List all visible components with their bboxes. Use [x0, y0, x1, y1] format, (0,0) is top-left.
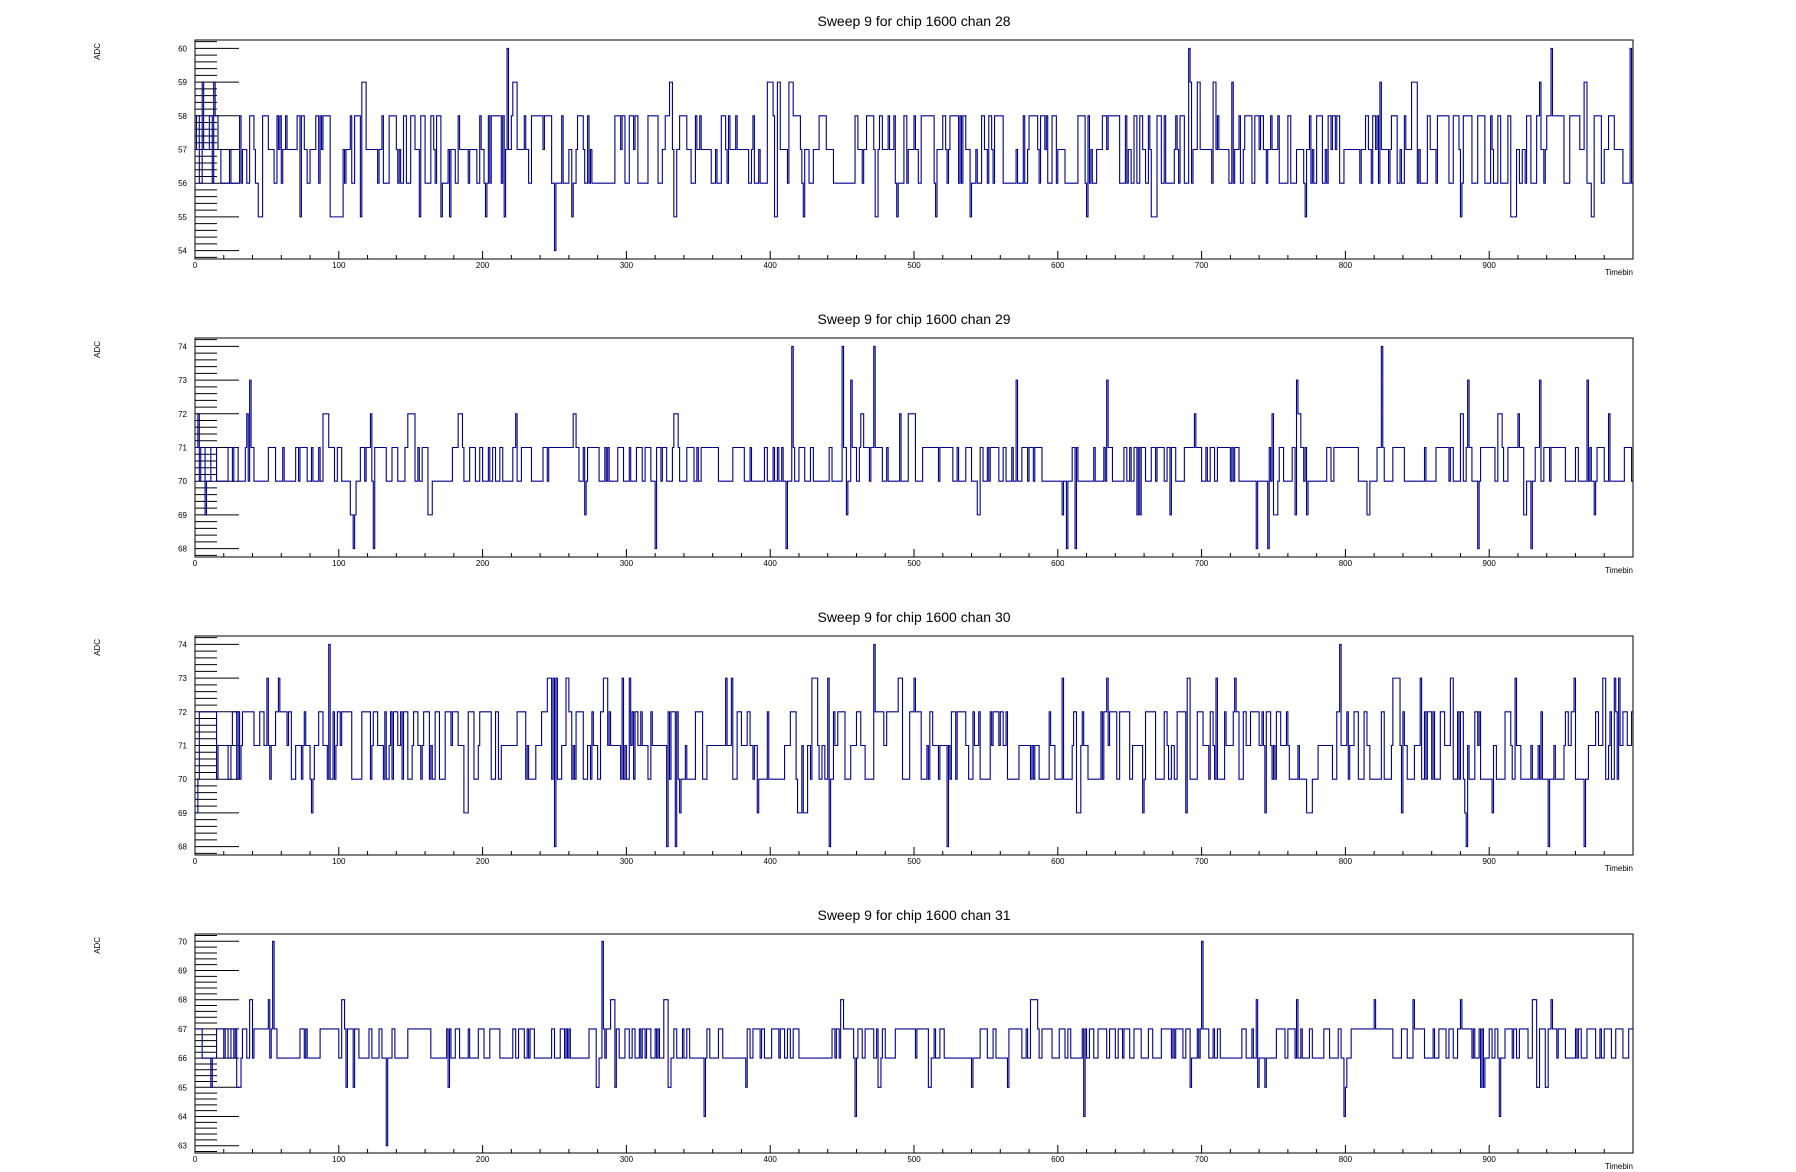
chart-title: Sweep 9 for chip 1600 chan 28 [817, 13, 1010, 29]
x-tick-label: 200 [476, 857, 490, 866]
x-tick-label: 500 [907, 261, 921, 270]
chart-panel-2: Sweep 9 for chip 1600 chan 30 ADC Timebin 6… [93, 609, 1634, 873]
x-tick-label: 800 [1339, 261, 1353, 270]
x-tick-label: 400 [764, 1155, 778, 1164]
x-tick-label: 0 [193, 261, 198, 270]
x-tick-label: 100 [332, 261, 346, 270]
adc-series-line [195, 643, 1633, 848]
chart-panel-1: Sweep 9 for chip 1600 chan 29 ADC Timebin 6… [93, 311, 1634, 575]
y-tick-label: 68 [178, 843, 187, 852]
y-tick-label: 57 [178, 146, 187, 155]
x-tick-label: 400 [764, 559, 778, 568]
y-tick-label: 60 [178, 44, 187, 53]
x-tick-label: 400 [764, 261, 778, 270]
y-tick-label: 66 [178, 1054, 187, 1063]
x-tick-label: 200 [476, 261, 490, 270]
x-tick-label: 500 [907, 857, 921, 866]
y-tick-label: 68 [178, 545, 187, 554]
y-tick-label: 71 [178, 742, 187, 751]
y-tick-label: 63 [178, 1142, 187, 1151]
x-tick-label: 700 [1195, 261, 1209, 270]
y-tick-label: 70 [178, 477, 187, 486]
y-tick-label: 55 [178, 213, 187, 222]
x-tick-label: 500 [907, 1155, 921, 1164]
y-axis-label: ADC [93, 43, 102, 60]
x-tick-label: 600 [1051, 1155, 1065, 1164]
y-axis-label: ADC [93, 341, 102, 358]
chart-panel-3: Sweep 9 for chip 1600 chan 31 ADC Timebin 6… [93, 907, 1634, 1171]
x-tick-label: 900 [1483, 559, 1497, 568]
adc-series-line [195, 345, 1633, 550]
x-tick-label: 300 [620, 1155, 634, 1164]
y-tick-label: 59 [178, 78, 187, 87]
y-tick-label: 72 [178, 708, 187, 717]
x-axis-label: Timebin [1605, 268, 1633, 277]
x-axis-label: Timebin [1605, 566, 1633, 575]
y-tick-label: 71 [178, 444, 187, 453]
y-tick-label: 65 [178, 1083, 187, 1092]
plot-frame [194, 337, 1634, 558]
x-tick-label: 500 [907, 559, 921, 568]
x-tick-label: 0 [193, 559, 198, 568]
y-axis-label: ADC [93, 937, 102, 954]
x-tick-label: 100 [332, 1155, 346, 1164]
x-tick-label: 400 [764, 857, 778, 866]
y-tick-label: 68 [178, 996, 187, 1005]
chart-title: Sweep 9 for chip 1600 chan 29 [817, 311, 1010, 327]
y-tick-label: 54 [178, 247, 187, 256]
x-tick-label: 900 [1483, 857, 1497, 866]
plot-frame [194, 933, 1634, 1154]
chart-title: Sweep 9 for chip 1600 chan 30 [817, 609, 1010, 625]
y-tick-label: 69 [178, 809, 187, 818]
y-tick-label: 74 [178, 342, 187, 351]
x-tick-label: 800 [1339, 559, 1353, 568]
y-tick-label: 58 [178, 112, 187, 121]
x-tick-label: 300 [620, 261, 634, 270]
x-tick-label: 0 [193, 1155, 198, 1164]
y-tick-label: 73 [178, 376, 187, 385]
x-tick-label: 700 [1195, 857, 1209, 866]
x-axis-label: Timebin [1605, 1162, 1633, 1171]
x-tick-label: 600 [1051, 559, 1065, 568]
y-tick-label: 56 [178, 179, 187, 188]
x-tick-label: 800 [1339, 857, 1353, 866]
x-tick-label: 900 [1483, 261, 1497, 270]
y-tick-label: 72 [178, 410, 187, 419]
x-tick-label: 200 [476, 559, 490, 568]
chart-panel-0: Sweep 9 for chip 1600 chan 28 ADC Timebin 5… [93, 13, 1634, 277]
x-tick-label: 900 [1483, 1155, 1497, 1164]
x-tick-label: 800 [1339, 1155, 1353, 1164]
chart-title: Sweep 9 for chip 1600 chan 31 [817, 907, 1010, 923]
x-tick-label: 700 [1195, 1155, 1209, 1164]
x-tick-label: 300 [620, 559, 634, 568]
y-tick-label: 69 [178, 511, 187, 520]
y-tick-label: 70 [178, 775, 187, 784]
y-tick-label: 67 [178, 1025, 187, 1034]
x-tick-label: 300 [620, 857, 634, 866]
x-axis-label: Timebin [1605, 864, 1633, 873]
adc-series-line [195, 47, 1633, 252]
x-tick-label: 100 [332, 559, 346, 568]
x-tick-label: 200 [476, 1155, 490, 1164]
x-tick-label: 700 [1195, 559, 1209, 568]
y-axis-label: ADC [93, 639, 102, 656]
y-tick-label: 74 [178, 640, 187, 649]
x-tick-label: 600 [1051, 857, 1065, 866]
y-tick-label: 70 [178, 937, 187, 946]
y-tick-label: 69 [178, 967, 187, 976]
x-tick-label: 0 [193, 857, 198, 866]
adc-series-line [195, 940, 1633, 1147]
y-tick-label: 64 [178, 1113, 187, 1122]
y-tick-label: 73 [178, 674, 187, 683]
x-tick-label: 600 [1051, 261, 1065, 270]
x-tick-label: 100 [332, 857, 346, 866]
